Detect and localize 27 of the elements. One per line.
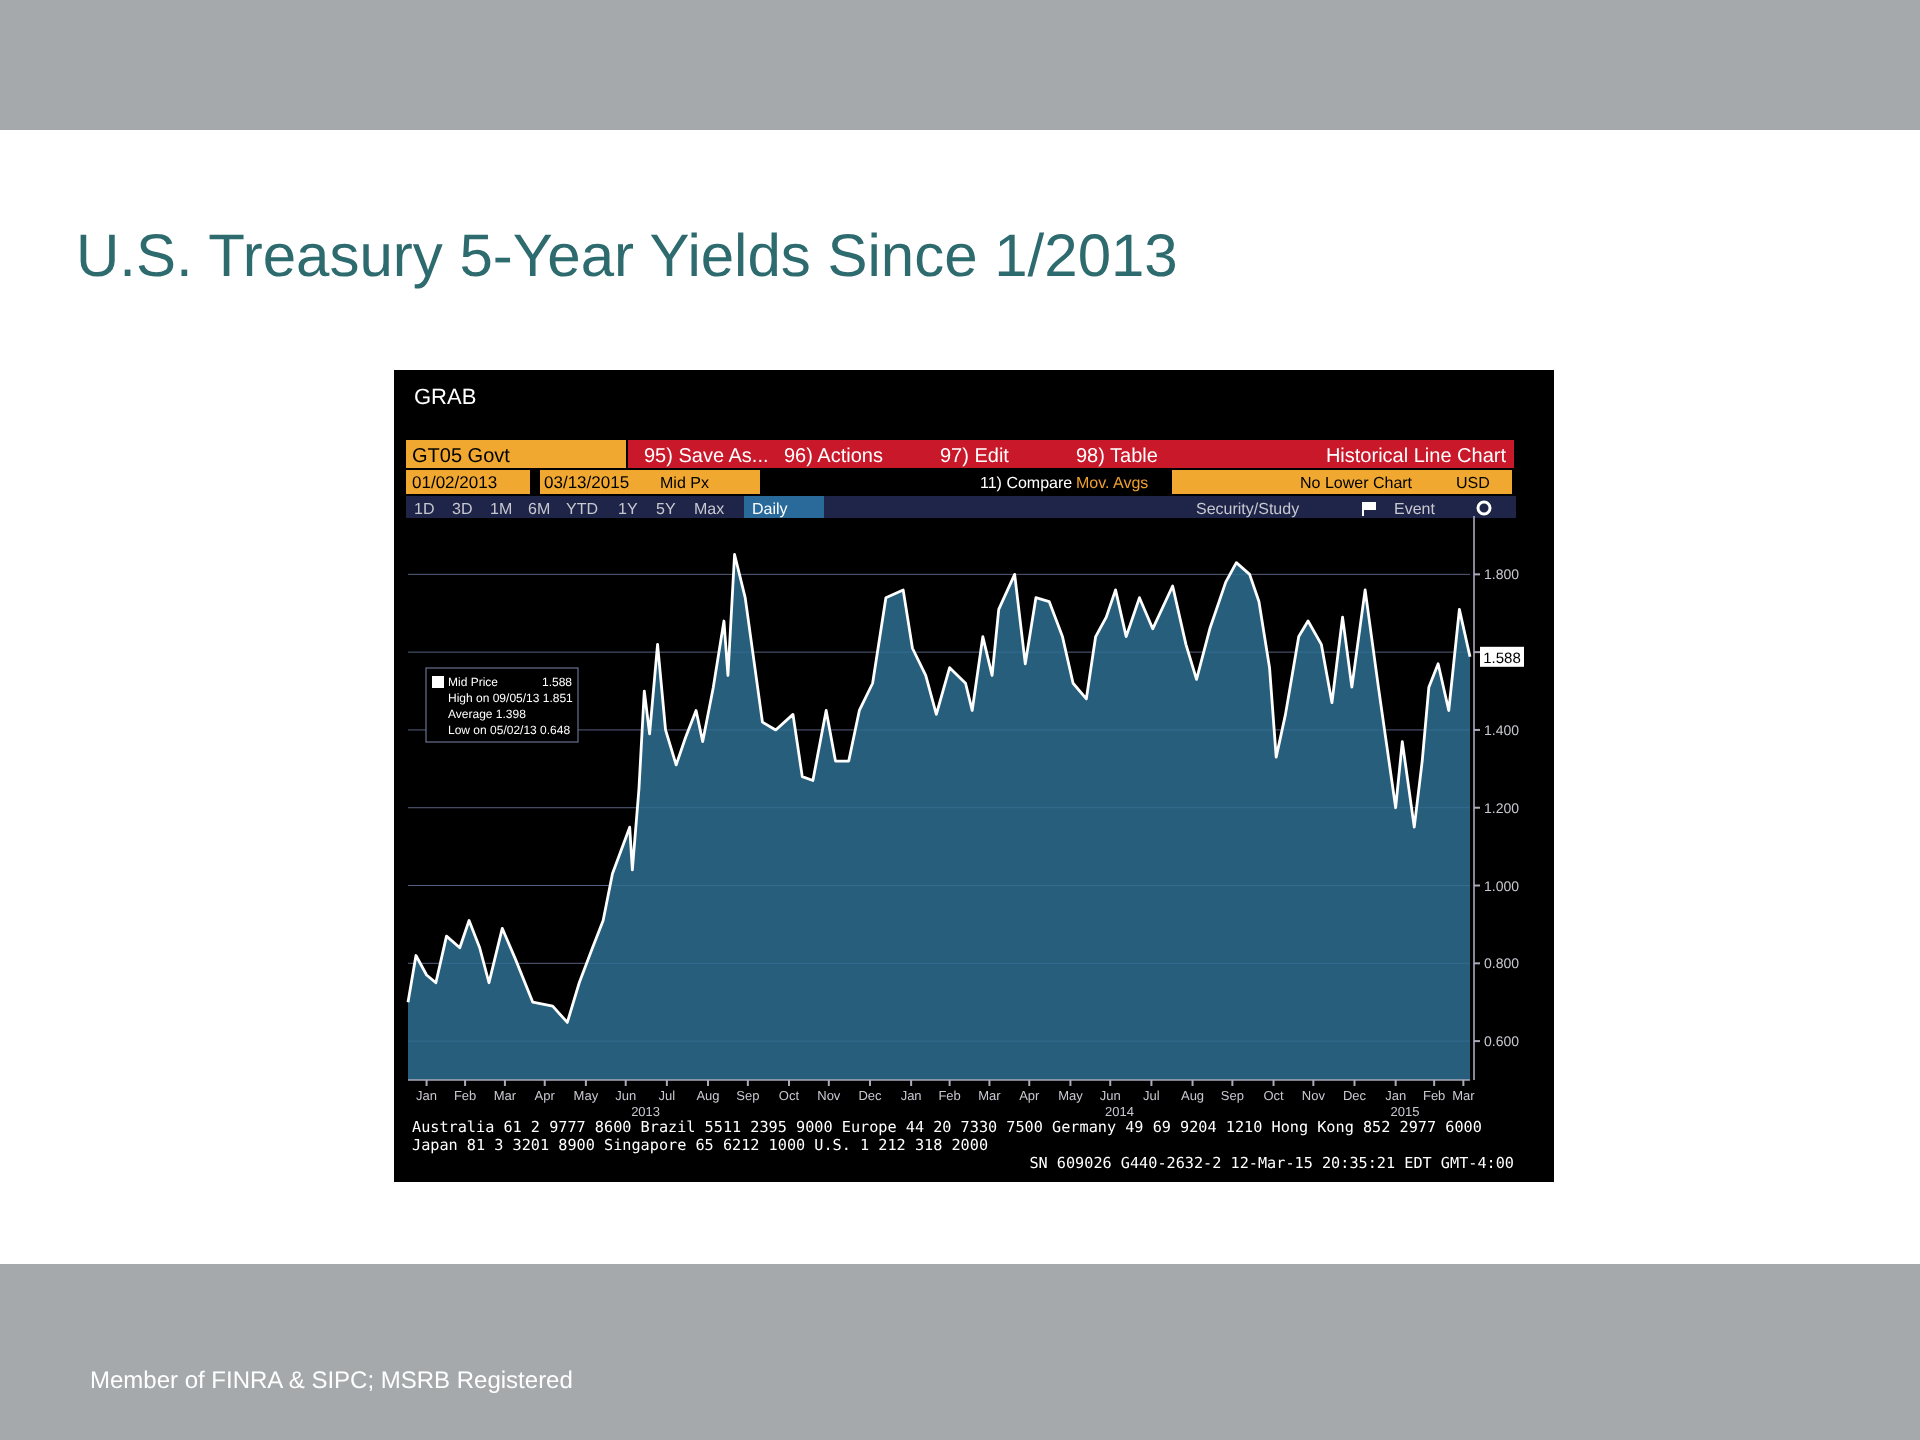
- annotation: 3D: [452, 500, 473, 518]
- chart-title: U.S. Treasury 5-Year Yields Since 1/2013: [76, 224, 1178, 290]
- annotation: Event: [1394, 500, 1437, 518]
- text: No Lower Chart: [1300, 474, 1414, 492]
- annotation: Daily: [752, 500, 788, 518]
- text: GT05 Govt: [412, 446, 511, 468]
- text: 03/13/2015: [544, 472, 630, 492]
- text: 11) Compare: [980, 474, 1074, 492]
- annotation: 5Y: [656, 500, 677, 518]
- text: Mid Px: [660, 474, 709, 492]
- text: GRAB: [414, 386, 477, 410]
- text: 97) Edit: [940, 446, 1010, 468]
- text: 98) Table: [1076, 446, 1159, 468]
- annotation: YTD: [566, 500, 599, 518]
- text: USD: [1456, 474, 1491, 492]
- annotation: 1Y: [618, 500, 639, 518]
- annotation: Security/Study: [1196, 500, 1300, 518]
- annotation: Max: [694, 500, 725, 518]
- text: 01/02/2013: [412, 472, 498, 492]
- annotation: 6M: [528, 500, 551, 518]
- annotation: 1M: [490, 500, 513, 518]
- text: 95) Save As...: [644, 446, 769, 468]
- text: Member of FINRA & SIPC; MSRB Registered: [90, 1366, 573, 1394]
- text: Mov. Avgs: [1076, 474, 1149, 492]
- text: Historical Line Chart: [1325, 446, 1507, 468]
- text: 96) Actions: [784, 446, 883, 468]
- annotation: 1D: [414, 500, 435, 518]
